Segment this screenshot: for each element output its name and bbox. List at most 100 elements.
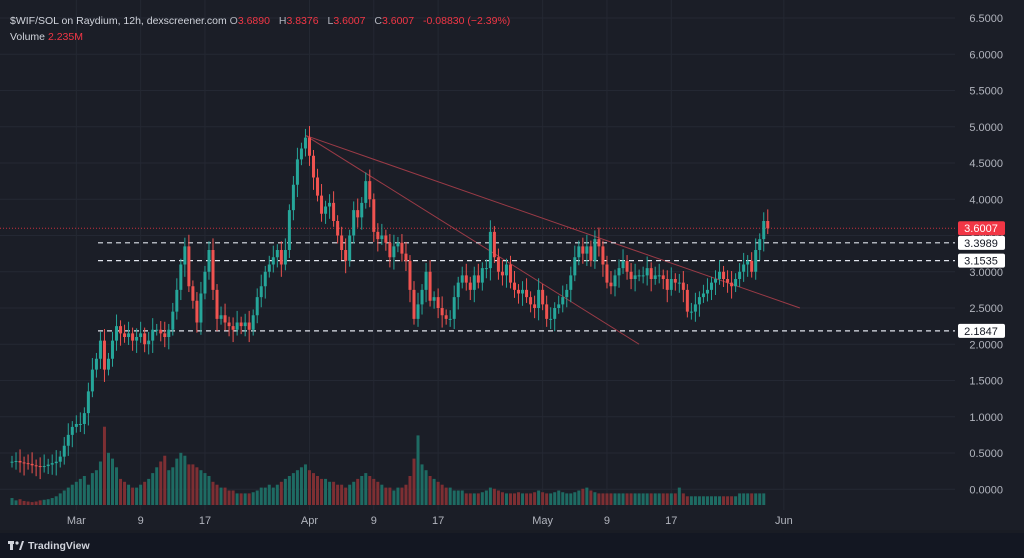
volume-bar — [267, 484, 271, 505]
volume-bar — [697, 496, 701, 505]
candle-body — [328, 202, 332, 207]
volume-bar — [605, 493, 609, 505]
candle-body — [412, 289, 416, 319]
volume-bar — [705, 496, 709, 505]
candle-body — [14, 460, 18, 462]
candle-body — [597, 239, 601, 247]
volume-bar — [62, 490, 66, 505]
volume-bar — [10, 498, 14, 505]
volume-bar — [404, 484, 408, 505]
candles — [10, 126, 770, 480]
candle-body — [207, 250, 211, 272]
candle-body — [484, 268, 488, 270]
candle-body — [420, 289, 424, 305]
volume-bar — [669, 493, 673, 505]
volume-bar — [428, 476, 432, 505]
volume-bar — [665, 493, 669, 505]
y-tick-label: 0.5000 — [969, 448, 1003, 460]
volume-bar — [617, 493, 621, 505]
tradingview-brand: TradingView — [28, 540, 90, 552]
volume-bar — [649, 493, 653, 505]
volume-bar — [396, 487, 400, 505]
candle-body — [436, 297, 440, 308]
volume-bar — [456, 490, 460, 505]
candle-body — [344, 250, 348, 261]
candle-body — [693, 304, 697, 312]
candle-body — [738, 271, 742, 279]
volume-bar — [681, 493, 685, 505]
volume-bar — [738, 493, 742, 505]
volume-bar — [299, 467, 303, 505]
tradingview-logo[interactable]: TradingView — [8, 540, 90, 552]
candle-body — [500, 271, 504, 276]
volume-bar — [718, 496, 722, 505]
candle-body — [718, 271, 722, 279]
candle-body — [123, 333, 127, 337]
price-tag-label: 3.1535 — [964, 256, 998, 268]
candle-body — [492, 231, 496, 258]
candle-body — [396, 242, 400, 247]
trendline — [305, 134, 801, 309]
y-tick-label: 2.5000 — [969, 303, 1003, 315]
price-tag-label: 3.6007 — [964, 223, 998, 235]
volume-bar — [275, 484, 279, 505]
volume-bar — [336, 484, 340, 505]
y-tick-label: 4.0000 — [969, 194, 1003, 206]
x-tick-label: 17 — [199, 515, 211, 527]
candle-body — [106, 358, 110, 370]
volume-bar — [167, 470, 171, 505]
candle-body — [653, 275, 657, 279]
candle-body — [46, 464, 50, 467]
candle-body — [609, 282, 613, 287]
candle-body — [468, 282, 472, 290]
volume-bar — [135, 487, 139, 505]
volume-value: 2.235M — [47, 31, 83, 43]
candle-body — [565, 289, 569, 298]
candle-body — [86, 391, 90, 414]
volume-bar — [637, 493, 641, 505]
volume-bar — [746, 493, 750, 505]
horizontal-levels — [0, 227, 955, 332]
volume-bar — [472, 493, 476, 505]
candle-body — [673, 279, 677, 283]
volume-bar — [754, 493, 758, 505]
volume-bar — [183, 455, 187, 505]
volume-bar — [227, 490, 231, 505]
candle-body — [34, 465, 38, 467]
level-price-tag — [958, 323, 1005, 338]
candle-body — [235, 322, 239, 330]
volume-bar — [78, 478, 82, 505]
candle-body — [139, 333, 143, 337]
volume-bar — [42, 499, 46, 505]
candle-body — [416, 304, 420, 319]
y-tick-label: 2.0000 — [969, 339, 1003, 351]
candle-body — [340, 235, 344, 250]
candle-body — [127, 333, 131, 337]
candle-body — [665, 279, 669, 290]
volume-bar — [645, 493, 649, 505]
price-tag-label: 3.3989 — [964, 238, 998, 250]
candle-body — [94, 358, 98, 370]
volume-bar — [549, 493, 553, 505]
candle-body — [742, 264, 746, 272]
candle-body — [617, 268, 621, 276]
candle-body — [452, 297, 456, 319]
volume-bar — [352, 481, 356, 505]
volume-bar — [111, 458, 114, 505]
y-tick-label: 3.0000 — [969, 267, 1003, 279]
volume-bar — [356, 478, 360, 505]
candle-body — [380, 235, 384, 240]
candle-body — [400, 242, 404, 254]
volume-bar — [589, 490, 593, 505]
candle-body — [746, 260, 750, 265]
candle-body — [307, 137, 311, 156]
price-chart[interactable]: 6.50006.00005.50005.00004.50004.00003.50… — [0, 0, 1024, 530]
candle-body — [291, 184, 295, 211]
candle-body — [384, 235, 388, 243]
candle-body — [734, 279, 738, 287]
x-tick-label: May — [532, 515, 553, 527]
volume-bar — [492, 488, 496, 505]
volume-bar — [211, 481, 215, 505]
chart-panel[interactable]: 6.50006.00005.50005.00004.50004.00003.50… — [0, 0, 1024, 530]
candle-body — [267, 264, 271, 272]
